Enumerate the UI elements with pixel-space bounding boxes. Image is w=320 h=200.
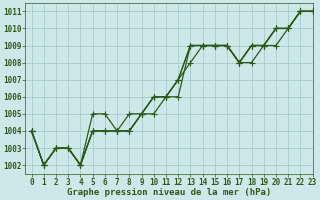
- X-axis label: Graphe pression niveau de la mer (hPa): Graphe pression niveau de la mer (hPa): [67, 188, 271, 197]
